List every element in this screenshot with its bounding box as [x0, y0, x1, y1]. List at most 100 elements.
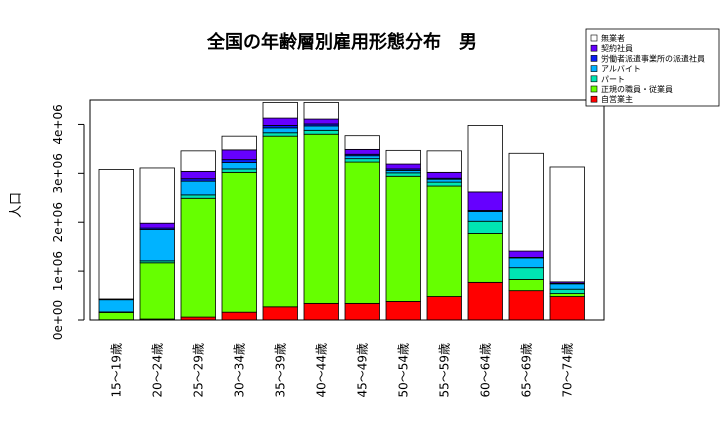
bar-segment-3-4 [180, 180, 216, 196]
bar-segment-5-6 [262, 117, 298, 126]
bar-segment-8-6 [385, 163, 421, 170]
bar-segment-4-6 [221, 149, 257, 161]
legend-label-1: 無業者 [601, 33, 625, 43]
legend-label-5: パート [601, 75, 625, 84]
bar-segment-11-1 [508, 290, 544, 321]
legend-swatch-3 [590, 55, 598, 62]
bar-segment-4-2 [221, 171, 257, 313]
bar-segment-10-3 [467, 220, 503, 234]
bar-segment-9-2 [426, 185, 462, 297]
legend: 無業者契約社員労働者派遣事業所の派遣社員アルバイトパート正規の職員・従業員自営業… [585, 28, 720, 107]
legend-label-4: アルバイト [601, 65, 641, 74]
x-tick-label-5: 35～39歳 [273, 343, 287, 398]
bar-segment-5-4 [262, 127, 298, 134]
x-tick-label-9: 55～59歳 [437, 343, 451, 398]
bar-segment-7-1 [344, 302, 380, 321]
legend-label-3: 労働者派遣事業所の派遣社員 [601, 53, 705, 63]
bar-segment-12-1 [549, 296, 585, 321]
bar-segment-9-3 [426, 181, 462, 187]
bar-segment-4-7 [221, 135, 257, 151]
bar-segment-5-3 [262, 132, 298, 137]
legend-label-7: 自営業主 [601, 94, 633, 104]
bar-segment-4-3 [221, 168, 257, 173]
bar-segment-11-7 [508, 152, 544, 252]
bar-segment-11-2 [508, 279, 544, 292]
bar-segment-10-1 [467, 281, 503, 321]
bar-segment-1-2 [98, 312, 134, 321]
legend-swatch-2 [590, 44, 598, 52]
bars-group [98, 102, 585, 321]
bar-segment-12-3 [549, 288, 585, 295]
bar-segment-8-1 [385, 301, 421, 321]
bar-segment-6-6 [303, 118, 339, 125]
x-tick-label-7: 45～49歳 [355, 343, 369, 398]
legend-label-6: 正規の職員・従業員 [601, 84, 673, 94]
legend-swatch-6 [590, 85, 598, 93]
bar-segment-2-4 [139, 229, 175, 262]
legend-label-2: 契約社員 [601, 43, 633, 53]
bar-segment-10-2 [467, 233, 503, 283]
bar-segment-3-3 [180, 194, 216, 199]
bar-segment-7-7 [344, 135, 380, 150]
bar-segment-11-6 [508, 250, 544, 258]
legend-swatch-1 [590, 34, 598, 42]
x-axis: 15～19歳 20～24歳 25～29歳 30～34歳 35～39歳 40～44歳 45～4… [109, 343, 574, 398]
y-tick-label-4: 3e+06 [51, 153, 65, 193]
bar-segment-12-2 [549, 293, 585, 297]
bar-segment-12-4 [549, 283, 585, 290]
bar-segment-9-7 [426, 150, 462, 173]
bar-segment-11-3 [508, 267, 544, 280]
y-tick-label-1: 0e+00 [51, 300, 65, 340]
x-tick-label-10: 60～64歳 [478, 343, 492, 398]
bar-segment-4-5 [221, 159, 257, 163]
bar-segment-9-1 [426, 296, 462, 321]
bar-segment-10-4 [467, 211, 503, 222]
bar-segment-7-2 [344, 161, 380, 304]
bar-segment-6-4 [303, 125, 339, 131]
bar-segment-10-6 [467, 191, 503, 211]
bar-segment-8-7 [385, 149, 421, 165]
bar-segment-9-4 [426, 178, 462, 183]
legend-swatch-5 [590, 75, 598, 83]
bar-segment-5-2 [262, 135, 298, 308]
bar-segment-7-3 [344, 158, 380, 163]
x-tick-label-12: 70～74歳 [560, 343, 574, 398]
bar-segment-2-6 [139, 222, 175, 229]
bar-segment-1-4 [98, 299, 134, 313]
bar-segment-5-7 [262, 102, 298, 119]
legend-swatch-7 [590, 95, 598, 103]
bar-segment-3-6 [180, 170, 216, 180]
bar-segment-1-7 [98, 169, 134, 300]
y-tick-label-2: 1e+06 [51, 251, 65, 291]
y-axis-label: 人口 [9, 192, 24, 218]
bar-segment-4-4 [221, 162, 257, 170]
bar-segment-6-3 [303, 129, 339, 135]
y-tick-label-5: 4e+06 [51, 104, 65, 144]
bar-segment-3-2 [180, 197, 216, 318]
y-axis: 0e+00 1e+06 2e+06 3e+06 4e+06 [51, 104, 85, 340]
x-tick-label-11: 65～69歳 [519, 343, 533, 398]
x-tick-label-4: 30～34歳 [232, 343, 246, 398]
x-tick-label-3: 25～29歳 [191, 343, 205, 398]
bar-segment-12-7 [549, 166, 585, 283]
bar-segment-2-2 [139, 262, 175, 320]
bar-segment-8-3 [385, 172, 421, 177]
legend-swatch-4 [590, 65, 598, 72]
y-tick-label-3: 2e+06 [51, 202, 65, 242]
bar-segment-6-1 [303, 302, 339, 321]
legend-box [585, 28, 720, 107]
bar-segment-3-7 [180, 150, 216, 172]
x-tick-label-8: 50～54歳 [396, 343, 410, 398]
bar-segment-5-1 [262, 306, 298, 321]
bar-segment-7-4 [344, 155, 380, 160]
bar-segment-6-7 [303, 102, 339, 120]
x-tick-label-1: 15～19歳 [109, 343, 123, 398]
bar-segment-8-2 [385, 175, 421, 302]
bar-segment-2-7 [139, 167, 175, 224]
bar-segment-4-1 [221, 311, 257, 321]
plot-frame [89, 99, 605, 321]
chart-title: 全国の年齢層別雇用形態分布 男 [206, 31, 477, 53]
bar-segment-9-6 [426, 171, 462, 179]
bar-segment-7-6 [344, 148, 380, 155]
